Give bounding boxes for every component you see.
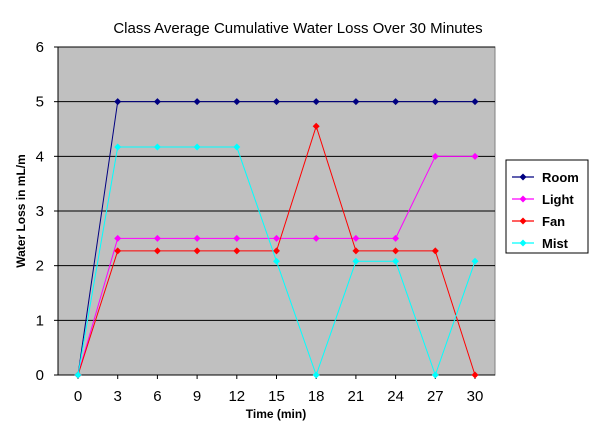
- legend-marker-room: [519, 173, 527, 181]
- data-point-mist: [312, 371, 320, 379]
- data-point-room: [312, 98, 320, 106]
- data-point-fan: [193, 247, 201, 255]
- y-tick-label: 4: [36, 148, 44, 165]
- data-point-mist: [471, 257, 479, 265]
- legend-marker-fan: [519, 217, 527, 225]
- data-point-room: [352, 98, 360, 106]
- data-point-light: [352, 234, 360, 242]
- x-tick-label: 30: [467, 388, 484, 405]
- legend-label-fan: Fan: [542, 214, 565, 229]
- data-point-mist: [193, 143, 201, 151]
- x-axis-ticks: 0 3 6 9 12 15 18 21 24 27 30: [74, 375, 484, 405]
- data-point-room: [153, 98, 161, 106]
- x-tick-label: 18: [308, 388, 325, 405]
- data-point-mist: [233, 143, 241, 151]
- data-point-fan: [392, 247, 400, 255]
- data-point-mist: [153, 143, 161, 151]
- y-tick-label: 5: [36, 94, 44, 111]
- legend-item-mist: Mist: [512, 236, 569, 251]
- legend-label-room: Room: [542, 170, 579, 185]
- y-tick-label: 3: [36, 203, 44, 220]
- data-point-fan: [431, 247, 439, 255]
- y-axis-ticks: 0 1 2 3 4 5 6: [36, 39, 58, 384]
- data-point-light: [273, 234, 280, 242]
- y-axis-label: Water Loss in mL/m: [14, 154, 28, 268]
- legend-label-light: Light: [542, 192, 574, 207]
- x-tick-label: 15: [268, 388, 285, 405]
- y-tick-label: 0: [36, 367, 44, 384]
- x-tick-label: 24: [387, 388, 404, 405]
- data-point-mist: [352, 257, 360, 265]
- legend-item-fan: Fan: [512, 214, 565, 229]
- series-mist: [74, 143, 479, 379]
- data-point-light: [431, 152, 439, 160]
- chart-title: Class Average Cumulative Water Loss Over…: [113, 20, 482, 37]
- x-tick-label: 12: [228, 388, 245, 405]
- data-point-light: [193, 234, 201, 242]
- data-point-light: [114, 234, 122, 242]
- data-point-room: [114, 98, 122, 106]
- data-point-room: [431, 98, 439, 106]
- series-light: [74, 152, 479, 379]
- data-point-fan: [273, 247, 280, 255]
- data-point-mist: [273, 257, 280, 265]
- data-point-light: [233, 234, 241, 242]
- data-point-light: [312, 234, 320, 242]
- x-tick-label: 0: [74, 388, 82, 405]
- data-point-fan: [312, 122, 320, 130]
- x-tick-label: 9: [193, 388, 201, 405]
- data-point-mist: [392, 257, 400, 265]
- data-point-mist: [431, 371, 439, 379]
- x-tick-label: 21: [348, 388, 365, 405]
- legend-marker-light: [519, 195, 527, 203]
- data-point-fan: [153, 247, 161, 255]
- data-point-fan: [352, 247, 360, 255]
- x-axis-label: Time (min): [246, 407, 306, 421]
- x-tick-label: 6: [153, 388, 161, 405]
- data-point-mist: [74, 371, 82, 379]
- series-room: [74, 98, 479, 379]
- data-point-light: [153, 234, 161, 242]
- data-point-room: [233, 98, 241, 106]
- legend-marker-mist: [519, 239, 527, 247]
- legend-label-mist: Mist: [542, 236, 569, 251]
- data-point-fan: [233, 247, 241, 255]
- legend-item-room: Room: [512, 170, 579, 185]
- y-tick-label: 2: [36, 258, 44, 275]
- legend: Room Light Fan Mist: [505, 159, 589, 254]
- y-tick-label: 6: [36, 39, 44, 56]
- x-tick-label: 3: [114, 388, 122, 405]
- data-point-fan: [471, 371, 479, 379]
- data-point-light: [392, 234, 400, 242]
- legend-box: [505, 159, 589, 254]
- data-point-room: [193, 98, 201, 106]
- x-tick-label: 27: [427, 388, 444, 405]
- data-point-room: [392, 98, 400, 106]
- y-tick-label: 1: [36, 312, 44, 329]
- data-point-room: [273, 98, 280, 106]
- data-point-mist: [114, 143, 122, 151]
- data-point-light: [471, 152, 479, 160]
- data-point-room: [471, 98, 479, 106]
- series-layer: [74, 98, 479, 379]
- data-point-fan: [114, 247, 122, 255]
- legend-item-light: Light: [512, 192, 574, 207]
